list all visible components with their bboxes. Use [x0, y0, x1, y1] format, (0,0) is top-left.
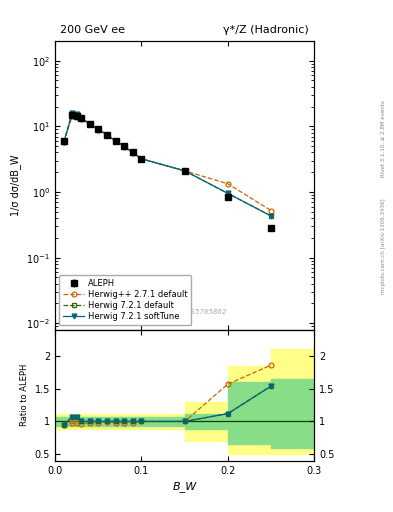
Herwig 7.2.1 softTune: [122, 143, 127, 149]
Herwig 7.2.1 default: [122, 143, 127, 149]
X-axis label: B_W: B_W: [173, 481, 197, 492]
Herwig++ 2.7.1 default: [70, 113, 75, 119]
Herwig 7.2.1 softTune: [96, 126, 101, 133]
Herwig 7.2.1 default: [269, 213, 274, 219]
Y-axis label: 1/σ dσ/dB_W: 1/σ dσ/dB_W: [10, 155, 21, 216]
Herwig 7.2.1 softTune: [130, 150, 135, 156]
Herwig 7.2.1 default: [87, 120, 92, 126]
Herwig++ 2.7.1 default: [105, 132, 109, 138]
Herwig 7.2.1 softTune: [74, 111, 79, 117]
Herwig++ 2.7.1 default: [96, 127, 101, 133]
Herwig 7.2.1 softTune: [70, 110, 75, 116]
Herwig 7.2.1 default: [96, 126, 101, 133]
Herwig 7.2.1 default: [139, 156, 144, 162]
Herwig++ 2.7.1 default: [87, 121, 92, 127]
Herwig 7.2.1 default: [182, 168, 187, 174]
Herwig 7.2.1 default: [79, 115, 83, 121]
Herwig++ 2.7.1 default: [113, 138, 118, 144]
Text: γ*/Z (Hadronic): γ*/Z (Hadronic): [224, 25, 309, 35]
Herwig++ 2.7.1 default: [74, 114, 79, 120]
Herwig 7.2.1 default: [74, 111, 79, 117]
Herwig++ 2.7.1 default: [130, 150, 135, 156]
Herwig 7.2.1 softTune: [87, 120, 92, 126]
Text: Rivet 3.1.10, ≥ 2.8M events: Rivet 3.1.10, ≥ 2.8M events: [381, 100, 386, 177]
Herwig 7.2.1 softTune: [139, 156, 144, 162]
Herwig 7.2.1 softTune: [226, 190, 230, 197]
Herwig++ 2.7.1 default: [122, 143, 127, 150]
Herwig 7.2.1 softTune: [105, 132, 109, 138]
Herwig 7.2.1 default: [226, 190, 230, 197]
Herwig 7.2.1 default: [61, 139, 66, 145]
Herwig++ 2.7.1 default: [226, 181, 230, 187]
Herwig++ 2.7.1 default: [182, 168, 187, 174]
Herwig 7.2.1 softTune: [269, 213, 274, 219]
Line: Herwig 7.2.1 default: Herwig 7.2.1 default: [61, 111, 274, 219]
Herwig++ 2.7.1 default: [79, 116, 83, 122]
Text: 200 GeV ee: 200 GeV ee: [60, 25, 125, 35]
Herwig++ 2.7.1 default: [139, 156, 144, 162]
Herwig++ 2.7.1 default: [269, 207, 274, 214]
Y-axis label: Ratio to ALEPH: Ratio to ALEPH: [20, 364, 29, 426]
Herwig 7.2.1 default: [130, 150, 135, 156]
Herwig 7.2.1 softTune: [79, 115, 83, 121]
Text: ALEPH_2004_S5765862: ALEPH_2004_S5765862: [143, 308, 226, 315]
Herwig 7.2.1 default: [105, 132, 109, 138]
Herwig 7.2.1 softTune: [61, 139, 66, 145]
Line: Herwig 7.2.1 softTune: Herwig 7.2.1 softTune: [61, 111, 274, 219]
Line: Herwig++ 2.7.1 default: Herwig++ 2.7.1 default: [61, 113, 274, 213]
Herwig 7.2.1 softTune: [113, 138, 118, 144]
Herwig 7.2.1 default: [113, 138, 118, 144]
Herwig++ 2.7.1 default: [61, 139, 66, 145]
Text: mcplots.cern.ch [arXiv:1306.3436]: mcplots.cern.ch [arXiv:1306.3436]: [381, 198, 386, 293]
Herwig 7.2.1 softTune: [182, 168, 187, 174]
Legend: ALEPH, Herwig++ 2.7.1 default, Herwig 7.2.1 default, Herwig 7.2.1 softTune: ALEPH, Herwig++ 2.7.1 default, Herwig 7.…: [59, 275, 191, 326]
Herwig 7.2.1 default: [70, 110, 75, 116]
